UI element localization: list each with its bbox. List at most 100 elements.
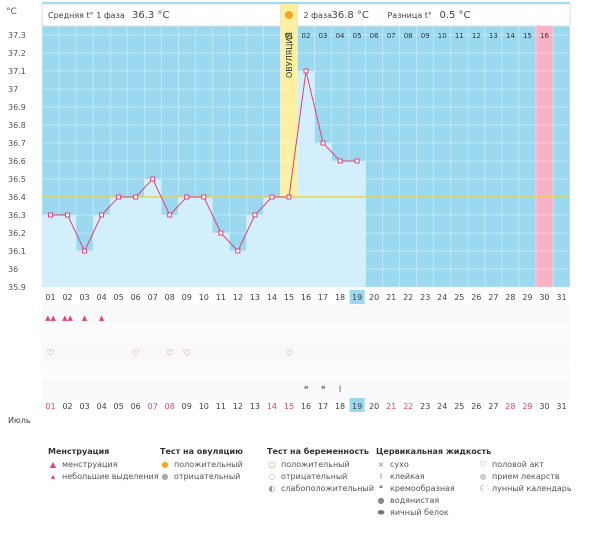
day-label: 02 (62, 293, 72, 302)
phase2-value: 36.8 °C (331, 10, 368, 21)
temperature-fill (348, 161, 366, 287)
legend-medication: ● прием лекарств (479, 472, 560, 481)
sticky-icon: I (339, 385, 342, 395)
creamy-icon: ❝ (304, 385, 309, 395)
icon-row (42, 343, 570, 362)
moon-icon: ☾ (479, 484, 487, 493)
date-label: 06 (131, 402, 141, 411)
day-label: 26 (471, 293, 481, 302)
date-label: 01 (45, 402, 55, 411)
heart-icon: ♡ (183, 349, 191, 359)
date-label: 20 (369, 402, 379, 411)
date-label: 14 (267, 402, 277, 411)
legend-ovtest-positive: ● положительный (161, 460, 243, 469)
temperature-fill (263, 197, 281, 287)
y-tick-label: 36.5 (8, 175, 26, 184)
today-marker-bottom (349, 398, 365, 412)
temperature-point (252, 212, 258, 218)
temperature-fill (314, 143, 332, 287)
icon-row (42, 381, 570, 400)
date-label: 26 (471, 402, 481, 411)
date-label: 05 (114, 402, 124, 411)
temperature-point (320, 140, 326, 146)
temperature-fill (110, 197, 128, 287)
temperature-fill (161, 215, 179, 287)
day-label: 23 (420, 293, 430, 302)
legend-fluid-egg-white: ⬬ яичный белок (377, 508, 449, 517)
temperature-fill (195, 197, 213, 287)
day-label: 08 (165, 293, 175, 302)
temperature-point (99, 212, 105, 218)
date-label: 08 (165, 402, 175, 411)
day-label: 16 (301, 293, 311, 302)
temperature-fill (297, 71, 315, 287)
date-label: 28 (505, 402, 515, 411)
day-label: 17 (318, 293, 328, 302)
legend-pregtest-weak: ◐ слабоположительный (268, 484, 374, 493)
date-label: 04 (97, 402, 107, 411)
day-label: 01 (45, 293, 55, 302)
day-label: 15 (284, 293, 294, 302)
date-label: 27 (488, 402, 498, 411)
date-label: 02 (62, 402, 72, 411)
heart-icon: ♡ (166, 349, 174, 359)
temperature-point (218, 230, 224, 236)
day-label: 04 (97, 293, 107, 302)
temperature-point (150, 176, 156, 182)
date-label: 23 (420, 402, 430, 411)
day-label: 18 (335, 293, 345, 302)
legend-ovulation-title: Тест на овуляцию (160, 447, 243, 456)
phase2-label: 2 фаза (303, 11, 332, 20)
y-tick-label: 36.7 (8, 139, 26, 148)
day-label: 13 (250, 293, 260, 302)
temperature-point (201, 194, 207, 200)
phase1-value: 36.3 °C (132, 10, 169, 21)
temperature-point (65, 212, 71, 218)
y-tick-label: 36.3 (8, 211, 26, 220)
day-label: 09 (182, 293, 192, 302)
day-label: 28 (505, 293, 515, 302)
cycle-day-label: 10 (438, 32, 447, 40)
temperature-fill (212, 233, 230, 287)
date-label: 09 (182, 402, 192, 411)
date-label: 25 (454, 402, 464, 411)
legend-spotting-item: ▴ небольшие выделения (48, 472, 159, 481)
legend-fluid-creamy: ❝ кремообразная (376, 484, 455, 493)
temperature-point (184, 194, 190, 200)
temperature-fill (280, 197, 298, 287)
legend-fluid-dry: × сухо (377, 460, 409, 469)
temperature-fill (144, 179, 162, 287)
legend-lunar: ☾ лунный календарь (479, 484, 572, 493)
date-label: 16 (301, 402, 311, 411)
diff-value: 0.5 °C (439, 10, 470, 21)
date-label: 11 (216, 402, 226, 411)
y-tick-label: 36.9 (8, 103, 26, 112)
y-tick-label: 36.1 (8, 247, 26, 256)
temperature-fill (42, 215, 60, 287)
watery-icon: ● (377, 496, 385, 505)
date-label: 10 (199, 402, 209, 411)
y-tick-label: 36.6 (8, 157, 26, 166)
day-label: 10 (199, 293, 209, 302)
y-tick-label: 36 (8, 265, 18, 274)
cycle-day-label: 14 (506, 32, 515, 40)
date-label: 19 (352, 402, 362, 411)
menstruation-icon: ▲▲ (62, 314, 73, 322)
bbt-chart: °C 35.9 36 36.1 36.2 36.3 36.4 36.5 36.6 36.7 36.8… (6, 2, 571, 425)
temperature-fill (59, 215, 77, 287)
y-tick-label: 36.2 (8, 229, 26, 238)
cycle-day-label: 15 (523, 32, 532, 40)
date-label: 13 (250, 402, 260, 411)
date-label: 21 (386, 402, 396, 411)
heart-icon: ♡ (132, 349, 140, 359)
cycle-day-label: 02 (302, 32, 311, 40)
legend-ovtest-negative: ● отрицательный (161, 472, 241, 481)
day-label: 07 (148, 293, 158, 302)
cycle-day-label: 11 (455, 32, 464, 40)
day-label: 14 (267, 293, 277, 302)
ovulation-label: ОВУЛЯЦИЯ (285, 32, 294, 78)
phase1-label: Средняя t° 1 фаза (48, 11, 125, 20)
legend-menstruation-title: Менструация (48, 447, 110, 456)
temperature-point (337, 158, 343, 164)
